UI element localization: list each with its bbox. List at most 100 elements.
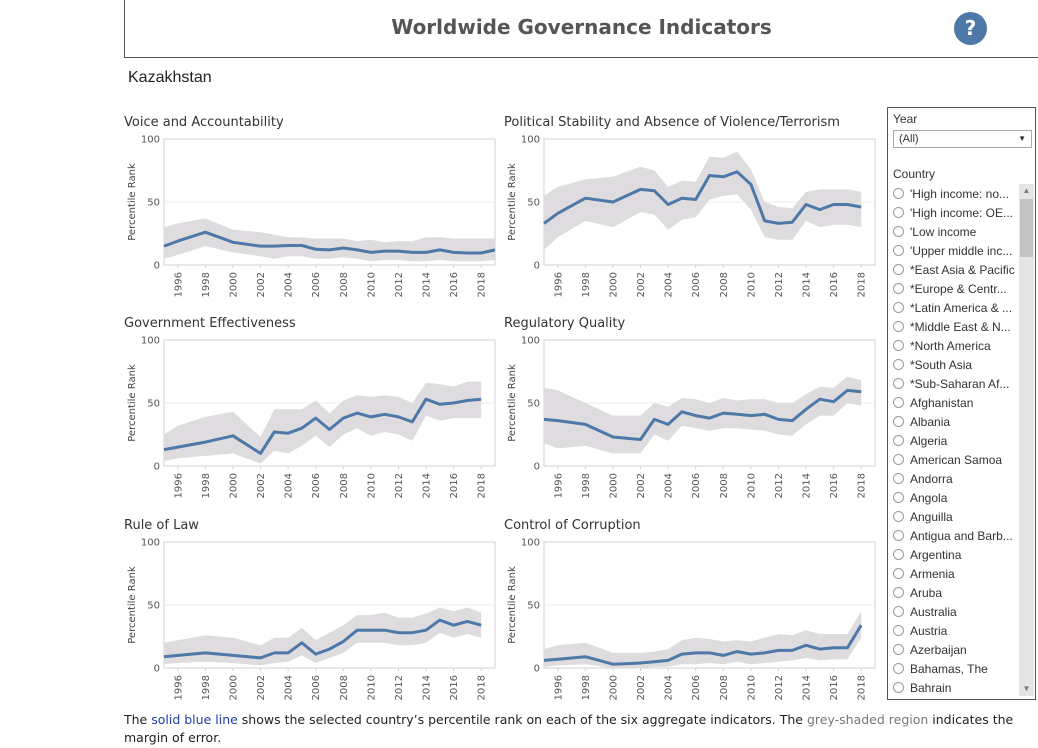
footnote-text: indicates the margin of error. [124, 712, 1014, 745]
x-tick-label: 2002 [256, 473, 267, 498]
x-tick-label: 2016 [449, 272, 460, 297]
country-option[interactable]: Azerbaijan [893, 640, 1018, 659]
x-tick-label: 2000 [228, 675, 239, 700]
radio-button-icon[interactable] [893, 568, 904, 579]
radio-button-icon[interactable] [893, 416, 904, 427]
country-option-label: Angola [910, 490, 948, 505]
x-tick-label: 2006 [691, 272, 702, 297]
x-tick-label: 2006 [691, 473, 702, 498]
country-option-label: *Latin America & ... [910, 300, 1013, 315]
radio-button-icon[interactable] [893, 644, 904, 655]
country-option[interactable]: Andorra [893, 469, 1018, 488]
country-option[interactable]: Aruba [893, 583, 1018, 602]
scroll-thumb[interactable] [1020, 199, 1033, 257]
radio-button-icon[interactable] [893, 454, 904, 465]
country-option[interactable]: *Latin America & ... [893, 298, 1018, 317]
radio-button-icon[interactable] [893, 511, 904, 522]
country-option[interactable]: Austria [893, 621, 1018, 640]
y-tick-label: 100 [521, 538, 540, 549]
country-list-scrollbar[interactable]: ▲ ▼ [1019, 184, 1034, 696]
country-option[interactable]: *Europe & Centr... [893, 279, 1018, 298]
radio-button-icon[interactable] [893, 473, 904, 484]
chart-title: Government Effectiveness [124, 316, 296, 331]
radio-button-icon[interactable] [893, 359, 904, 370]
radio-button-icon[interactable] [893, 264, 904, 275]
radio-button-icon[interactable] [893, 188, 904, 199]
country-option[interactable]: *North America [893, 336, 1018, 355]
country-option[interactable]: *Middle East & N... [893, 317, 1018, 336]
x-tick-label: 2004 [664, 675, 675, 700]
x-tick-label: 2000 [228, 473, 239, 498]
x-tick-label: 2012 [774, 675, 785, 700]
country-option[interactable]: 'High income: no... [893, 184, 1018, 203]
country-option[interactable]: Anguilla [893, 507, 1018, 526]
country-option-label: Andorra [910, 471, 953, 486]
radio-button-icon[interactable] [893, 302, 904, 313]
country-option[interactable]: 'High income: OE... [893, 203, 1018, 222]
radio-button-icon[interactable] [893, 663, 904, 674]
radio-button-icon[interactable] [893, 435, 904, 446]
margin-of-error-band [164, 607, 482, 666]
x-tick-label: 2014 [422, 473, 433, 498]
radio-button-icon[interactable] [893, 397, 904, 408]
country-option[interactable]: *South Asia [893, 355, 1018, 374]
x-tick-label: 2008 [719, 675, 730, 700]
x-tick-label: 1998 [581, 272, 592, 297]
radio-button-icon[interactable] [893, 549, 904, 560]
country-option[interactable]: American Samoa [893, 450, 1018, 469]
x-tick-label: 2008 [339, 675, 350, 700]
radio-button-icon[interactable] [893, 283, 904, 294]
radio-button-icon[interactable] [893, 226, 904, 237]
radio-button-icon[interactable] [893, 321, 904, 332]
radio-button-icon[interactable] [893, 207, 904, 218]
radio-button-icon[interactable] [893, 682, 904, 693]
y-tick-label: 100 [521, 336, 540, 347]
country-option-label: Albania [910, 414, 951, 429]
country-option[interactable]: 'Low income [893, 222, 1018, 241]
country-option[interactable]: Angola [893, 488, 1018, 507]
radio-button-icon[interactable] [893, 625, 904, 636]
radio-button-icon[interactable] [893, 245, 904, 256]
x-tick-label: 2018 [477, 272, 488, 297]
scroll-down-arrow-icon[interactable]: ▼ [1022, 684, 1031, 693]
x-tick-label: 2010 [746, 675, 757, 700]
x-tick-label: 2002 [636, 272, 647, 297]
radio-button-icon[interactable] [893, 378, 904, 389]
country-option[interactable]: Afghanistan [893, 393, 1018, 412]
x-tick-label: 2012 [394, 272, 405, 297]
country-option[interactable]: Algeria [893, 431, 1018, 450]
country-option[interactable]: Antigua and Barb... [893, 526, 1018, 545]
country-option-label: *Europe & Centr... [910, 281, 1007, 296]
radio-button-icon[interactable] [893, 587, 904, 598]
x-tick-label: 2008 [719, 473, 730, 498]
radio-button-icon[interactable] [893, 606, 904, 617]
x-tick-label: 2004 [284, 675, 295, 700]
country-option[interactable]: Argentina [893, 545, 1018, 564]
series-line [543, 388, 862, 441]
country-option[interactable]: 'Upper middle inc... [893, 241, 1018, 260]
country-option[interactable]: Albania [893, 412, 1018, 431]
y-axis-label: Percentile Rank [127, 566, 138, 644]
year-dropdown[interactable]: (All) ▼ [893, 130, 1032, 148]
radio-button-icon[interactable] [893, 492, 904, 503]
country-option[interactable]: Armenia [893, 564, 1018, 583]
country-option[interactable]: *Sub-Saharan Af... [893, 374, 1018, 393]
help-button[interactable]: ? [954, 12, 987, 45]
x-tick-label: 2004 [284, 272, 295, 297]
country-option[interactable]: Australia [893, 602, 1018, 621]
margin-of-error-band [544, 151, 862, 250]
country-option[interactable]: Bahamas, The [893, 659, 1018, 678]
x-tick-label: 2000 [608, 272, 619, 297]
scroll-up-arrow-icon[interactable]: ▲ [1022, 186, 1031, 195]
x-tick-label: 2018 [857, 473, 868, 498]
country-option[interactable]: Bahrain [893, 678, 1018, 696]
series-line [543, 624, 863, 666]
margin-of-error-band [544, 611, 862, 668]
x-tick-label: 2004 [284, 473, 295, 498]
radio-button-icon[interactable] [893, 530, 904, 541]
dashboard-header: Worldwide Governance Indicators [124, 0, 1038, 58]
radio-button-icon[interactable] [893, 340, 904, 351]
x-tick-label: 2002 [636, 473, 647, 498]
x-tick-label: 2000 [608, 473, 619, 498]
country-option[interactable]: *East Asia & Pacific [893, 260, 1018, 279]
